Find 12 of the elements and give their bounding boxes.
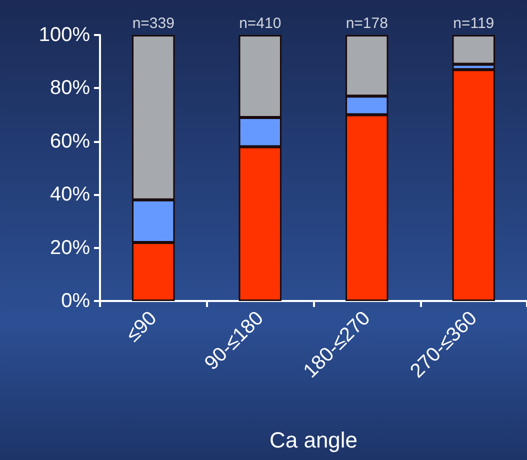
- x-tick-label: ≤90: [122, 307, 162, 346]
- y-tick-label: 80%: [50, 77, 90, 100]
- y-tick-label: 60%: [50, 130, 90, 152]
- annotation: n=339: [132, 15, 174, 32]
- annotation: n=410: [239, 15, 282, 32]
- y-tick-label: 20%: [50, 236, 90, 259]
- x-axis-title: Ca angle: [269, 428, 358, 452]
- y-tick-label: 100%: [38, 24, 90, 46]
- annotation: n=119: [453, 15, 494, 32]
- y-tick-label: 0%: [61, 290, 90, 312]
- y-tick-label: 40%: [50, 184, 90, 206]
- annotation: n=178: [346, 15, 388, 32]
